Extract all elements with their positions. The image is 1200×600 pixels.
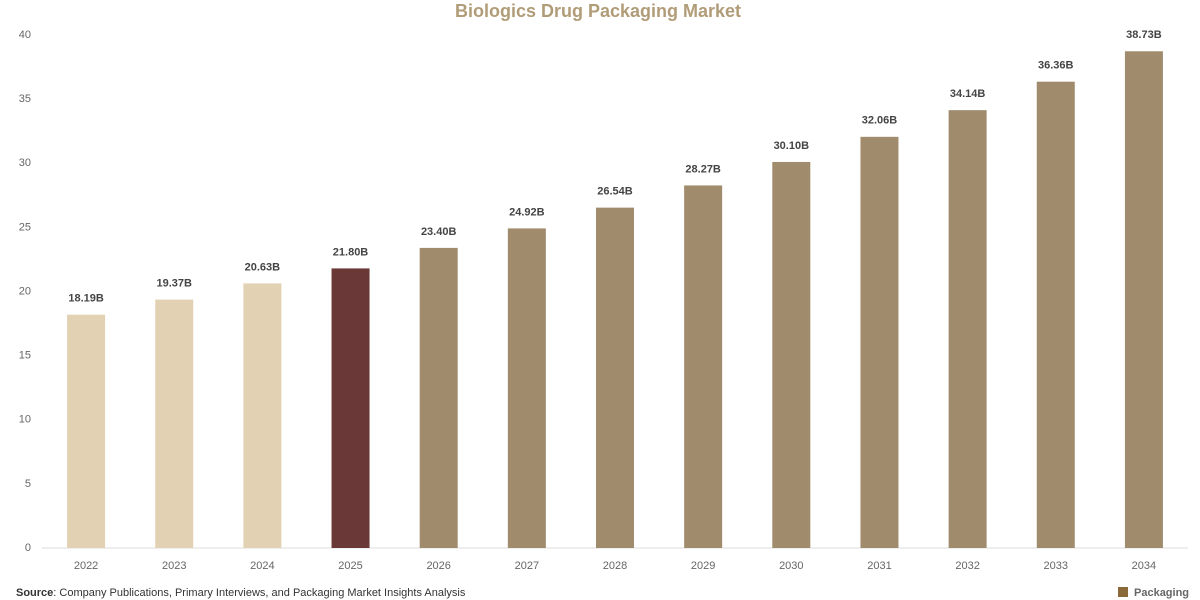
- bar: [67, 314, 106, 548]
- bar: [860, 136, 899, 548]
- x-tick-label: 2026: [426, 560, 450, 572]
- value-label: 26.54B: [597, 186, 633, 198]
- bar: [1036, 81, 1075, 549]
- y-tick-label: 5: [25, 478, 31, 490]
- y-tick-label: 10: [19, 414, 31, 426]
- bar: [684, 185, 723, 548]
- y-tick-label: 0: [25, 542, 31, 554]
- value-label: 34.14B: [950, 88, 986, 100]
- bar: [596, 207, 634, 548]
- y-tick-label: 15: [19, 350, 31, 362]
- value-label: 28.27B: [685, 163, 721, 175]
- y-tick-label: 35: [19, 93, 31, 105]
- x-tick-label: 2027: [515, 560, 539, 572]
- x-tick-label: 2034: [1132, 560, 1156, 572]
- logo-text: Packaging: [1134, 587, 1189, 599]
- bar: [419, 247, 458, 548]
- logo-icon: [1118, 587, 1128, 597]
- value-label: 30.10B: [774, 140, 810, 152]
- x-tick-label: 2031: [867, 560, 891, 572]
- value-label: 24.92B: [509, 206, 545, 218]
- y-tick-label: 25: [19, 221, 31, 233]
- chart-title: Biologics Drug Packaging Market: [455, 1, 741, 21]
- bar: [772, 161, 811, 548]
- value-label: 36.36B: [1038, 60, 1074, 72]
- value-label: 23.40B: [421, 226, 457, 238]
- x-tick-label: 2022: [74, 560, 98, 572]
- bar: [331, 268, 370, 548]
- y-tick-label: 30: [19, 157, 31, 169]
- value-label: 20.63B: [245, 261, 281, 273]
- x-tick-label: 2029: [691, 560, 715, 572]
- value-label: 19.37B: [156, 277, 192, 289]
- x-tick-label: 2028: [603, 560, 627, 572]
- bar: [243, 283, 282, 548]
- y-tick-label: 40: [19, 29, 31, 41]
- x-tick-label: 2033: [1044, 560, 1068, 572]
- value-label: 18.19B: [68, 293, 104, 305]
- bar: [507, 228, 546, 548]
- y-tick-label: 20: [19, 285, 31, 297]
- x-tick-label: 2024: [250, 560, 274, 572]
- source-label: Source: [16, 587, 53, 599]
- bar: [155, 299, 194, 548]
- x-tick-label: 2030: [779, 560, 803, 572]
- x-tick-label: 2032: [955, 560, 979, 572]
- x-tick-label: 2025: [338, 560, 362, 572]
- bar: [948, 110, 987, 548]
- value-label: 32.06B: [862, 115, 898, 127]
- bar: [1124, 51, 1163, 548]
- value-label: 38.73B: [1126, 29, 1162, 41]
- source-note: Source: Company Publications, Primary In…: [16, 587, 466, 599]
- value-label: 21.80B: [333, 246, 369, 258]
- x-tick-label: 2023: [162, 560, 186, 572]
- source-text: : Company Publications, Primary Intervie…: [53, 587, 466, 599]
